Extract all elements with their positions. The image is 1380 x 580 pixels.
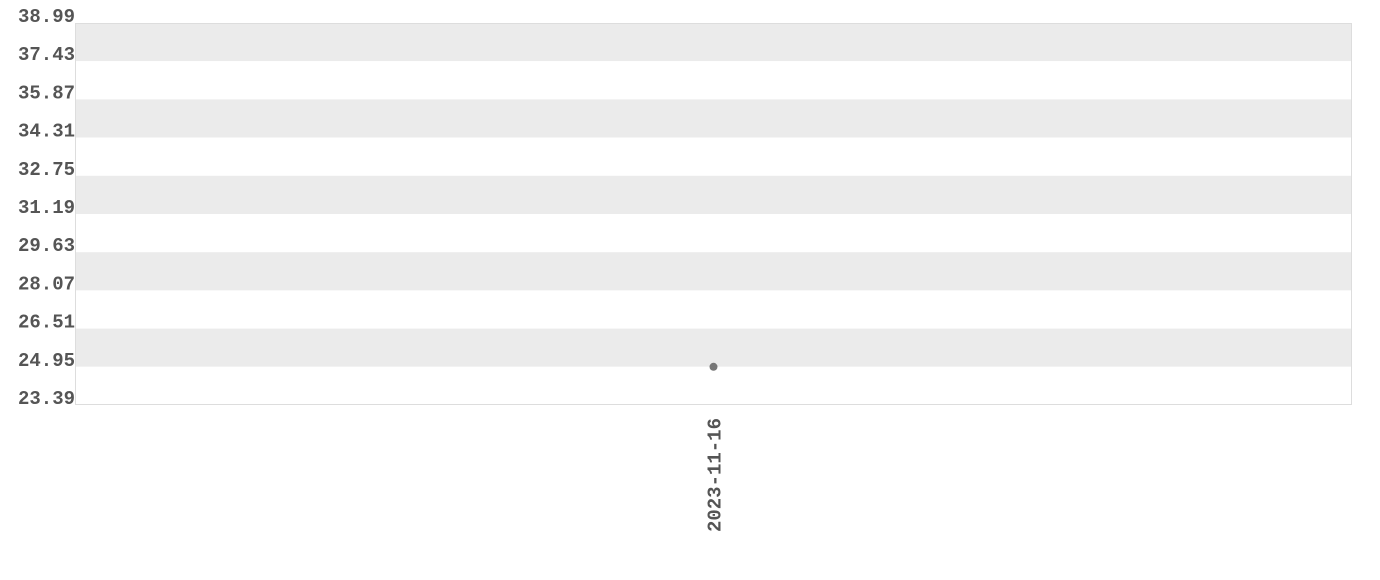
- grid-band: [75, 252, 1352, 291]
- y-tick-label: 34.31: [18, 121, 75, 143]
- background-bands: [75, 23, 1352, 405]
- data-points: [709, 362, 718, 371]
- grid-band: [75, 328, 1352, 367]
- grid-band: [75, 214, 1352, 253]
- grid-band: [75, 290, 1352, 329]
- y-tick-label: 35.87: [18, 82, 75, 104]
- y-tick-label: 24.95: [18, 350, 75, 372]
- y-tick-label: 32.75: [18, 159, 75, 181]
- plot-frame: [75, 23, 1352, 405]
- grid-band: [75, 366, 1352, 405]
- y-tick-label: 23.39: [18, 388, 75, 410]
- y-axis: 23.39 24.95 26.51 28.07 29.63 31.19 32.75 34.31…: [18, 6, 75, 410]
- grid-band: [75, 137, 1352, 176]
- grid-band: [75, 23, 1352, 62]
- y-tick-label: 26.51: [18, 312, 75, 334]
- data-point: [709, 362, 718, 371]
- y-tick-label: 38.99: [18, 6, 75, 28]
- grid-band: [75, 61, 1352, 100]
- y-tick-label: 37.43: [18, 44, 75, 66]
- grid-band: [75, 175, 1352, 214]
- y-tick-label: 29.63: [18, 235, 75, 257]
- x-tick-label: 2023-11-16: [705, 418, 727, 532]
- y-tick-label: 31.19: [18, 197, 75, 219]
- y-tick-label: 28.07: [18, 273, 75, 295]
- x-axis: 2023-11-16: [705, 418, 727, 532]
- grid-band: [75, 99, 1352, 138]
